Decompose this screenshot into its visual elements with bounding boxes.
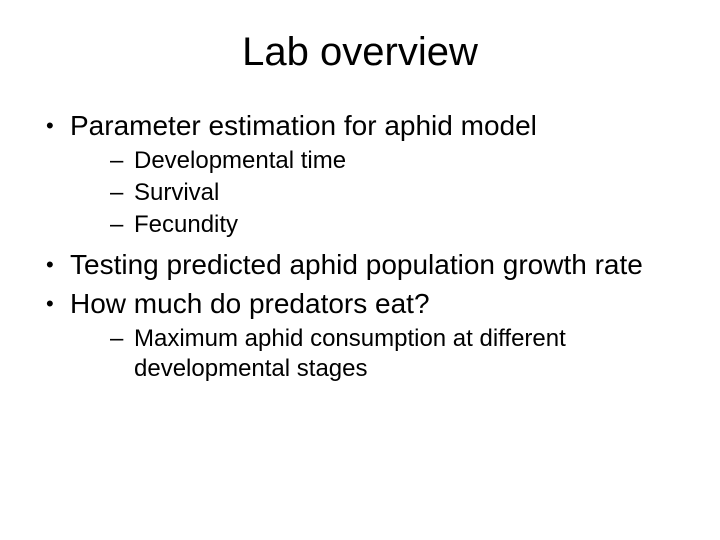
sub-bullet-item: Survival xyxy=(110,178,680,208)
sub-bullet-item: Developmental time xyxy=(110,146,680,176)
bullet-item: Parameter estimation for aphid model Dev… xyxy=(40,109,680,240)
sub-bullet-text: Maximum aphid consumption at different d… xyxy=(134,325,566,382)
sub-bullet-item: Maximum aphid consumption at different d… xyxy=(110,324,680,384)
sub-bullet-item: Fecundity xyxy=(110,210,680,240)
bullet-text: Testing predicted aphid population growt… xyxy=(70,249,643,280)
sub-bullet-list: Developmental time Survival Fecundity xyxy=(70,146,680,240)
sub-bullet-list: Maximum aphid consumption at different d… xyxy=(70,324,680,384)
sub-bullet-text: Developmental time xyxy=(134,147,346,174)
slide: Lab overview Parameter estimation for ap… xyxy=(0,0,720,540)
bullet-item: Testing predicted aphid population growt… xyxy=(40,248,680,281)
bullet-text: Parameter estimation for aphid model xyxy=(70,110,537,141)
bullet-list: Parameter estimation for aphid model Dev… xyxy=(40,109,680,384)
sub-bullet-text: Fecundity xyxy=(134,211,238,238)
sub-bullet-text: Survival xyxy=(134,179,219,206)
bullet-text: How much do predators eat? xyxy=(70,288,430,319)
bullet-item: How much do predators eat? Maximum aphid… xyxy=(40,287,680,384)
slide-title: Lab overview xyxy=(40,30,680,75)
